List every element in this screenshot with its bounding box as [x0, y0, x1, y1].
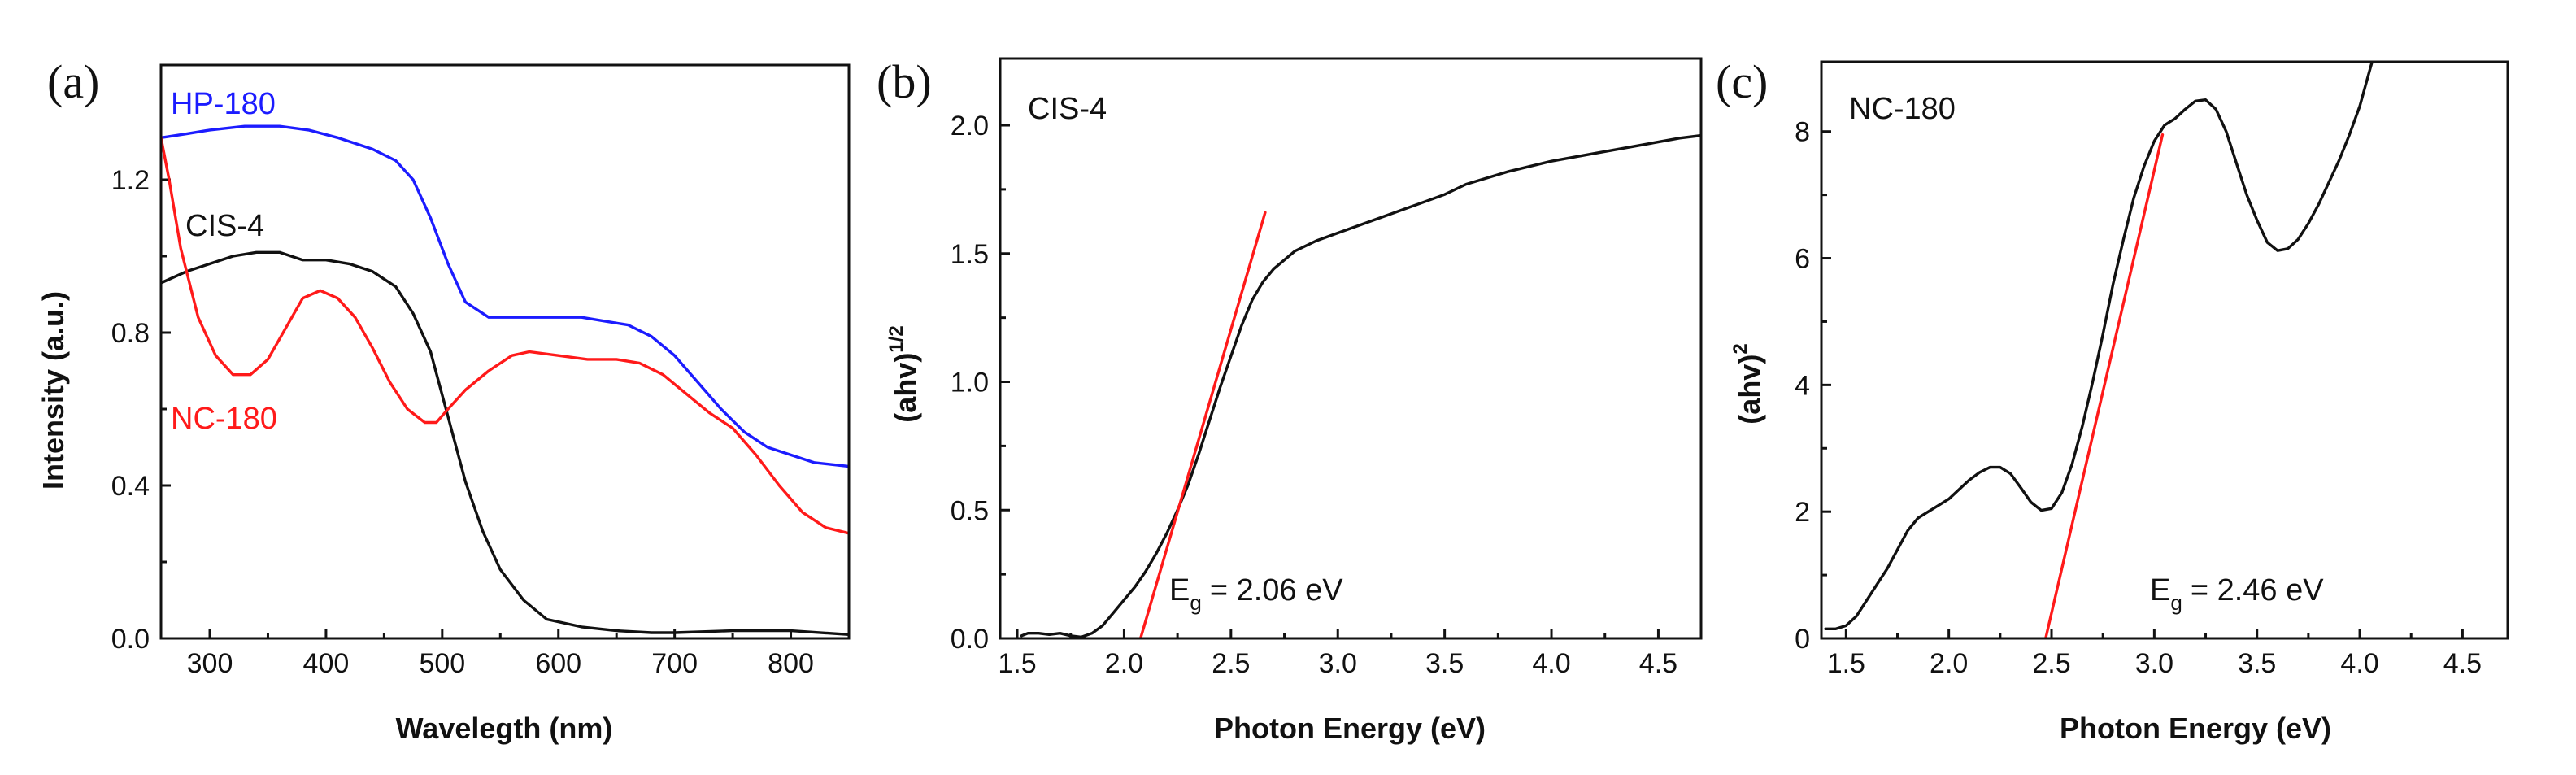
panel-b-frame — [999, 57, 1703, 640]
panel-b-eg-label: Eg = 2.06 eV — [1169, 573, 1343, 615]
panel-c-ytick-label: 8 — [1795, 117, 1810, 148]
panel-b-eg-sub: g — [1190, 590, 1201, 615]
panel-b-ylabel-main: (ahv) — [889, 353, 922, 423]
panel-b-ytick-label: 0.0 — [951, 624, 989, 655]
panel-a-xtick-label: 700 — [651, 648, 698, 679]
panel-b-xlabel: Photon Energy (eV) — [1214, 712, 1486, 745]
panel-b-plot — [1020, 133, 1701, 638]
panel-c-xtick-label: 3.0 — [2135, 648, 2174, 679]
panel-c-eg-prefix: E — [2150, 573, 2170, 607]
legend-hp-180: HP-180 — [171, 87, 276, 121]
panel-c-ylabel-main: (ahv) — [1733, 355, 1766, 425]
panel-c-xtick-label: 2.5 — [2032, 648, 2070, 679]
panel-b-xtick-label: 2.5 — [1212, 648, 1250, 679]
panel-b-ylabel: (ahv)1/2 — [886, 325, 922, 422]
panel-b-letter: (b) — [877, 55, 932, 108]
panel-c-eg-label: Eg = 2.46 eV — [2150, 573, 2324, 615]
panel-a-ytick-label: 1.2 — [111, 165, 150, 196]
panel-c-xlabel: Photon Energy (eV) — [2060, 712, 2331, 745]
panel-a-xtick-label: 800 — [768, 648, 814, 679]
panel-c-ytick-label: 2 — [1795, 497, 1810, 528]
panel-a-xtick-label: 600 — [535, 648, 581, 679]
panel-a-plot — [161, 124, 849, 636]
panel-b-series-linear-fit — [1138, 211, 1267, 638]
panel-c-ylabel: (ahv)2 — [1730, 343, 1766, 424]
panel-a-ytick-label: 0.0 — [111, 624, 150, 655]
panel-c-frame — [1820, 60, 2509, 640]
panel-a-ticks: 300 400 500 600 700 800 0.0 0.4 0.8 1.2 — [111, 165, 814, 679]
panel-b-ylabel-sup: 1/2 — [886, 325, 907, 352]
panel-b-eg-value: = 2.06 eV — [1210, 573, 1343, 607]
panel-b-xtick-label: 3.5 — [1425, 648, 1464, 679]
panel-a-series-cis-4 — [161, 250, 849, 636]
panel-c-eg-sub: g — [2170, 590, 2182, 615]
panel-a-ylabel: Intensity (a.u.) — [37, 291, 70, 490]
panel-b-sample-label: CIS-4 — [1028, 92, 1107, 126]
panel-c-series-linear-fit — [2044, 133, 2165, 638]
panel-c: (c) (ahv)2 Photon Energy (eV) 1.5 2.0 2.5 3… — [1716, 55, 2509, 745]
legend-nc-180: NC-180 — [171, 402, 277, 436]
panel-c-ticks: 1.5 2.0 2.5 3.0 3.5 4.0 4.5 0 2 4 6 8 — [1795, 117, 2482, 679]
panel-a-letter: (a) — [47, 55, 99, 108]
panel-b-xtick-label: 4.5 — [1639, 648, 1677, 679]
panel-b: (b) (ahv)1/2 Photon Energy (eV) 1.5 2.0 2.… — [877, 55, 1703, 745]
panel-a-frame — [159, 63, 851, 640]
panel-b-xtick-label: 4.0 — [1532, 648, 1570, 679]
panel-c-ylabel-sup: 2 — [1730, 343, 1751, 354]
panel-c-xtick-label: 2.0 — [1930, 648, 1968, 679]
panel-b-ytick-label: 2.0 — [951, 111, 989, 142]
panel-c-ytick-label: 4 — [1795, 370, 1810, 401]
panel-b-ytick-label: 1.5 — [951, 239, 989, 270]
panel-c-eg-value: = 2.46 eV — [2191, 573, 2324, 607]
panel-b-xtick-label: 2.0 — [1105, 648, 1143, 679]
panel-c-ytick-label: 0 — [1795, 624, 1810, 655]
panel-a-xtick-label: 300 — [187, 648, 233, 679]
panel-c-xtick-label: 4.5 — [2443, 648, 2482, 679]
panel-a-series-hp-180 — [161, 124, 849, 468]
panel-b-eg-prefix: E — [1169, 573, 1190, 607]
panel-a-series-nc-180 — [161, 136, 849, 535]
panel-b-ticks: 1.5 2.0 2.5 3.0 3.5 4.0 4.5 0.0 0.5 1.0 1.5 2.0 — [951, 111, 1677, 679]
panel-a-xlabel: Wavelegth (nm) — [396, 712, 613, 745]
panel-b-ytick-label: 1.0 — [951, 368, 989, 398]
legend-cis-4: CIS-4 — [185, 209, 264, 243]
panel-b-xtick-label: 3.0 — [1319, 648, 1357, 679]
panel-c-letter: (c) — [1716, 55, 1768, 108]
panel-a-xtick-label: 400 — [303, 648, 350, 679]
panel-c-sample-label: NC-180 — [1849, 92, 1956, 126]
panel-c-xtick-label: 1.5 — [1827, 648, 1865, 679]
panel-a-xtick-label: 500 — [419, 648, 465, 679]
panel-c-xtick-label: 3.5 — [2238, 648, 2276, 679]
panel-b-series-cis-4 — [1020, 133, 1701, 638]
panel-b-ytick-label: 0.5 — [951, 495, 989, 526]
panel-c-ytick-label: 6 — [1795, 244, 1810, 275]
panel-a-ytick-label: 0.8 — [111, 318, 150, 349]
panel-c-plot — [1824, 62, 2374, 638]
panel-a-ytick-label: 0.4 — [111, 471, 150, 502]
panel-c-series-nc-180 — [1824, 62, 2374, 630]
panel-b-xtick-label: 1.5 — [998, 648, 1036, 679]
panel-c-xtick-label: 4.0 — [2340, 648, 2378, 679]
panel-a: (a) Intensity (a.u.) Wavelegth (nm) 300 4… — [37, 55, 851, 745]
